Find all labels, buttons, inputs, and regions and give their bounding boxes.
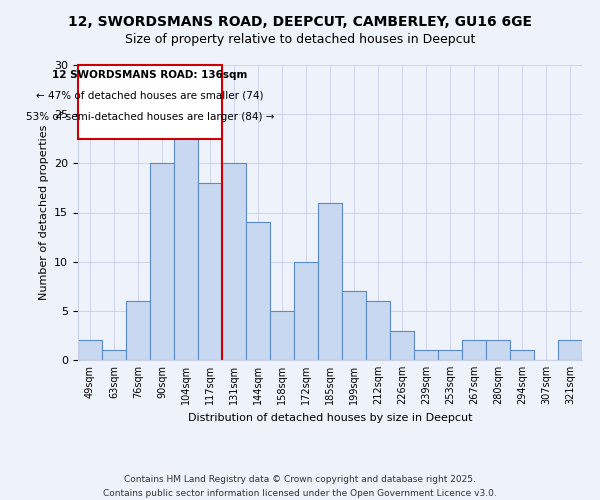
Bar [366, 301, 390, 360]
Bar [318, 202, 342, 360]
Text: 12 SWORDSMANS ROAD: 136sqm: 12 SWORDSMANS ROAD: 136sqm [52, 70, 248, 80]
Text: ← 47% of detached houses are smaller (74): ← 47% of detached houses are smaller (74… [36, 91, 264, 101]
Text: Contains HM Land Registry data © Crown copyright and database right 2025.
Contai: Contains HM Land Registry data © Crown c… [103, 476, 497, 498]
Bar [102, 350, 126, 360]
Bar [486, 340, 510, 360]
Bar [414, 350, 438, 360]
Bar [510, 350, 534, 360]
Bar [246, 222, 270, 360]
Text: 53% of semi-detached houses are larger (84) →: 53% of semi-detached houses are larger (… [26, 112, 274, 122]
Bar [342, 291, 366, 360]
Bar [222, 164, 246, 360]
Bar [462, 340, 486, 360]
Bar [558, 340, 582, 360]
Bar [198, 183, 222, 360]
Bar [270, 311, 294, 360]
Bar [126, 301, 150, 360]
Text: 12, SWORDSMANS ROAD, DEEPCUT, CAMBERLEY, GU16 6GE: 12, SWORDSMANS ROAD, DEEPCUT, CAMBERLEY,… [68, 15, 532, 29]
Bar [150, 164, 174, 360]
Bar [390, 330, 414, 360]
Bar [294, 262, 318, 360]
Y-axis label: Number of detached properties: Number of detached properties [38, 125, 49, 300]
Bar [438, 350, 462, 360]
X-axis label: Distribution of detached houses by size in Deepcut: Distribution of detached houses by size … [188, 412, 472, 422]
Bar [78, 340, 102, 360]
Bar [174, 124, 198, 360]
Text: Size of property relative to detached houses in Deepcut: Size of property relative to detached ho… [125, 32, 475, 46]
Bar [78, 65, 222, 138]
